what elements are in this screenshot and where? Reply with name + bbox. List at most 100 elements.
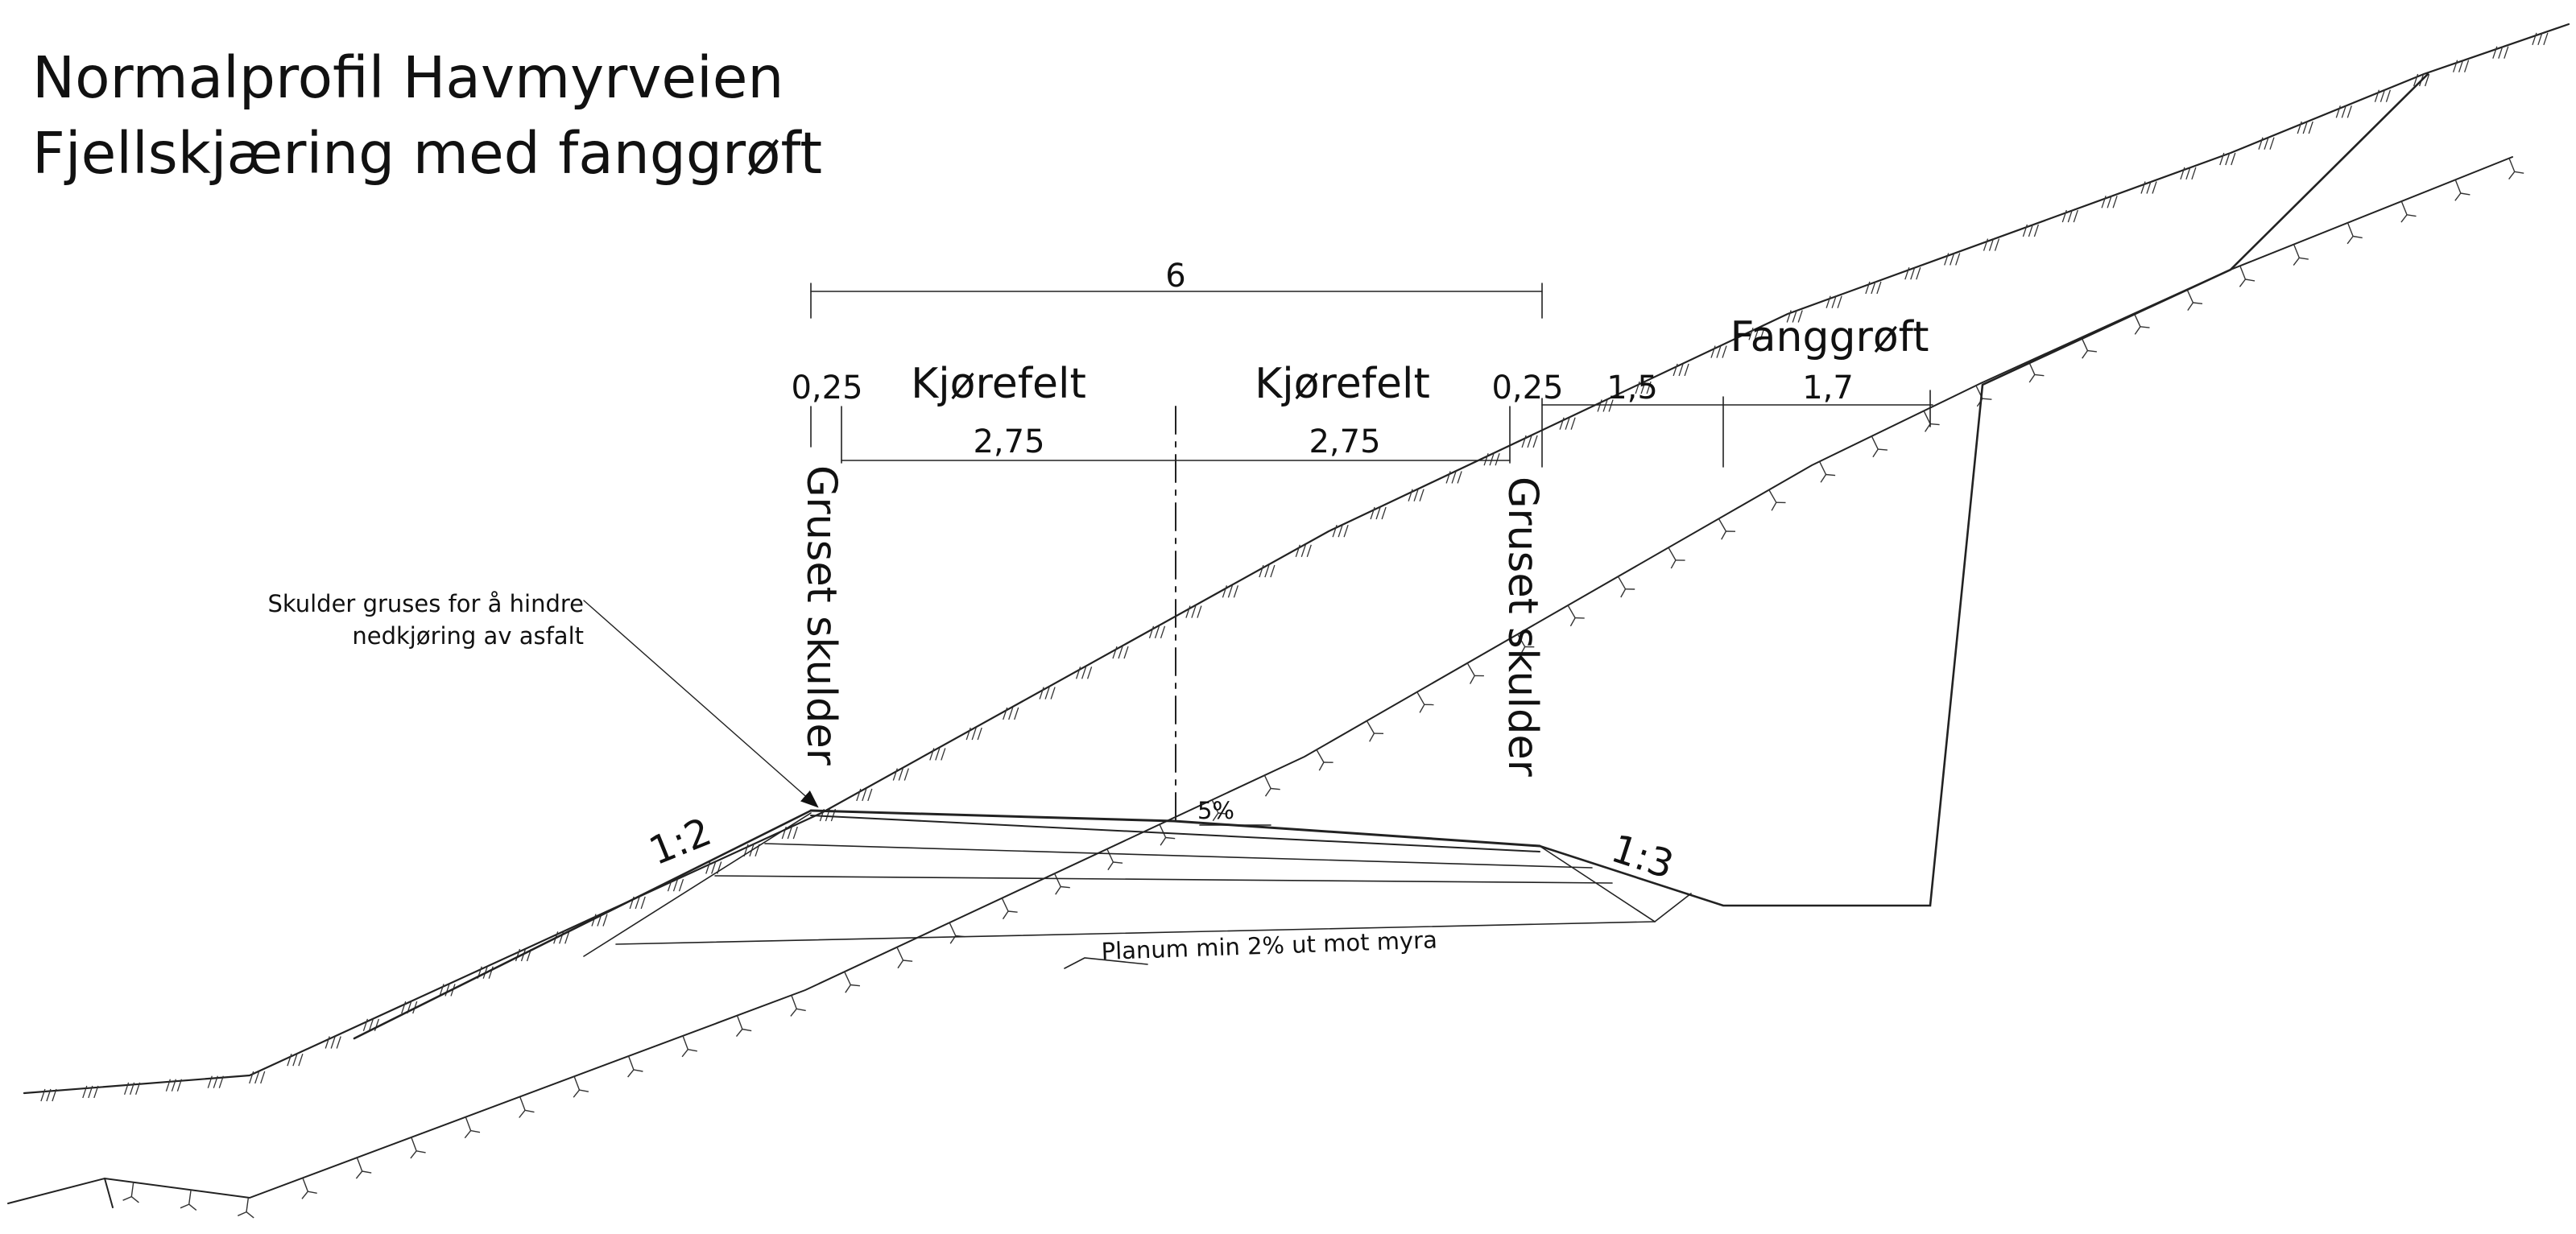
rock-hatch-mark xyxy=(1007,910,1018,913)
terrain-hatch-mark xyxy=(1160,625,1166,639)
terrain-hatch-mark xyxy=(2258,137,2264,150)
rock-hatch-mark xyxy=(301,1191,308,1199)
terrain-hatch-mark xyxy=(1227,585,1234,598)
slope-right-label: 1:3 xyxy=(1606,826,1679,888)
rock-hatch-mark xyxy=(2400,200,2408,216)
rock-hatch-mark xyxy=(2400,214,2408,223)
terrain-hatch-mark xyxy=(1123,646,1129,659)
rock-hatch-mark xyxy=(2514,171,2524,174)
terrain-hatch-mark xyxy=(965,727,971,741)
terrain-hatch-mark xyxy=(123,1082,130,1096)
rock-hatch-mark xyxy=(246,1211,254,1219)
drawing-title: Normalprofil Havmyrveien Fjellskjæring m… xyxy=(32,40,822,192)
terrain-hatch-mark xyxy=(2185,167,2191,180)
terrain-hatch-mark xyxy=(2424,73,2430,87)
rock-hatch-mark xyxy=(356,1157,363,1172)
terrain-hatch-mark xyxy=(2498,46,2504,59)
terrain-hatch-mark xyxy=(93,1085,99,1099)
terrain-hatch-mark xyxy=(176,1079,183,1092)
terrain-hatch-mark xyxy=(1786,310,1792,323)
terrain-hatch-mark xyxy=(488,966,494,979)
rock-hatch-mark xyxy=(1264,788,1271,797)
terrain-hatch-mark xyxy=(1532,435,1538,448)
terrain-hatch-mark xyxy=(362,1018,369,1032)
terrain-hatch-mark xyxy=(439,984,444,997)
rock-hatch-mark xyxy=(633,1069,643,1072)
terrain-hatch-mark xyxy=(1495,452,1500,466)
terrain-hatch-mark xyxy=(602,914,608,927)
terrain-hatch-mark xyxy=(1754,328,1759,340)
terrain-hatch-mark xyxy=(515,948,521,962)
rock-hatch-mark xyxy=(1929,423,1940,426)
terrain-hatch-mark xyxy=(1295,544,1300,558)
rock-hatch-mark xyxy=(1002,910,1009,920)
rock-hatch-mark xyxy=(850,984,860,987)
terrain-hatch-mark xyxy=(705,861,711,874)
terrain-hatch-mark xyxy=(2269,137,2275,150)
terrain-hatch-mark xyxy=(1916,266,1921,280)
terrain-hatch-mark xyxy=(2504,46,2509,59)
note-line-1: Skulder gruses for å hindre xyxy=(267,590,584,617)
terrain-hatch-mark xyxy=(2101,196,2107,208)
terrain-hatch-mark xyxy=(88,1085,93,1099)
rock-hatching xyxy=(122,158,2524,1219)
rock-hatch-mark xyxy=(1113,861,1123,864)
terrain-hatch-mark xyxy=(325,1036,330,1049)
terrain-hatch-mark xyxy=(1876,281,1882,295)
rock-hatch-mark xyxy=(2081,336,2089,351)
terrain-hatch-mark xyxy=(1910,266,1916,280)
terrain-hatch-mark xyxy=(249,1071,254,1084)
fill-slope-left xyxy=(353,809,812,1040)
terrain-hatch-mark xyxy=(1994,238,2000,251)
terrain-hatch-mark xyxy=(1602,399,1608,412)
dim-shoulder-right-label: 0,25 xyxy=(1491,369,1563,407)
terrain-hatch-mark xyxy=(1233,585,1239,598)
rock-hatch-mark xyxy=(1820,474,1827,483)
terrain-hatch-mark xyxy=(213,1075,218,1088)
terrain-hatch-mark xyxy=(368,1018,374,1032)
terrain-hatch-mark xyxy=(1270,564,1276,578)
note-line-2: nedkjøring av asfalt xyxy=(352,622,584,650)
rock-hatch-mark xyxy=(2454,180,2462,194)
rock-hatch-mark xyxy=(188,1190,192,1205)
rock-hatch-mark xyxy=(2299,257,2309,260)
terrain-hatch-mark xyxy=(564,931,570,944)
terrain-hatch-mark xyxy=(1185,605,1191,618)
terrain-hatch-mark xyxy=(903,768,909,781)
rock-hatch-mark xyxy=(362,1170,372,1174)
terrain-hatch-mark xyxy=(207,1075,213,1088)
lane-right-label: Kjørefelt xyxy=(1255,360,1430,408)
terrain-hatch-mark xyxy=(1370,506,1375,520)
terrain-hatch-mark xyxy=(591,914,597,927)
rock-hatch-mark xyxy=(1316,749,1325,763)
rock-hatch-mark xyxy=(1263,774,1271,789)
rock-hatch-mark xyxy=(1271,787,1280,790)
crossfall-label: 5% xyxy=(1197,797,1234,824)
terrain-hatch-mark xyxy=(1381,506,1387,520)
terrain-hatch-mark xyxy=(1797,310,1803,323)
rock-hatch-mark xyxy=(1165,836,1176,840)
terrain-hatch-mark xyxy=(1445,471,1451,484)
terrain-hatch-mark xyxy=(1722,345,1727,358)
terrain-hatch-mark xyxy=(1197,605,1202,618)
terrain-hatch-mark xyxy=(1338,524,1343,538)
terrain-hatch-mark xyxy=(1408,489,1413,501)
rock-hatch-mark xyxy=(2245,279,2256,282)
rock-hatch-mark xyxy=(790,1008,797,1017)
terrain-hatch-mark xyxy=(2152,181,2157,194)
terrain-hatch-mark xyxy=(898,768,903,781)
rock-hatch-mark xyxy=(627,1069,635,1078)
terrain-hatch-mark xyxy=(2347,105,2352,118)
terrain-hatch-mark xyxy=(134,1082,141,1096)
terrain-hatch-mark xyxy=(40,1088,46,1102)
terrain-hatch-mark xyxy=(2463,60,2470,72)
terrain-hatch-mark xyxy=(2413,73,2419,87)
terrain-hatch-mark xyxy=(2180,167,2185,180)
rock-hatch-mark xyxy=(897,960,904,969)
terrain-hatch-mark xyxy=(2341,105,2347,118)
terrain-hatch-mark xyxy=(1343,524,1349,538)
rock-hatch-mark xyxy=(465,1116,472,1131)
rock-hatch-mark xyxy=(1466,662,1475,676)
terrain-hatch-mark xyxy=(1264,564,1270,578)
terrain-hatch-mark xyxy=(1451,471,1457,484)
